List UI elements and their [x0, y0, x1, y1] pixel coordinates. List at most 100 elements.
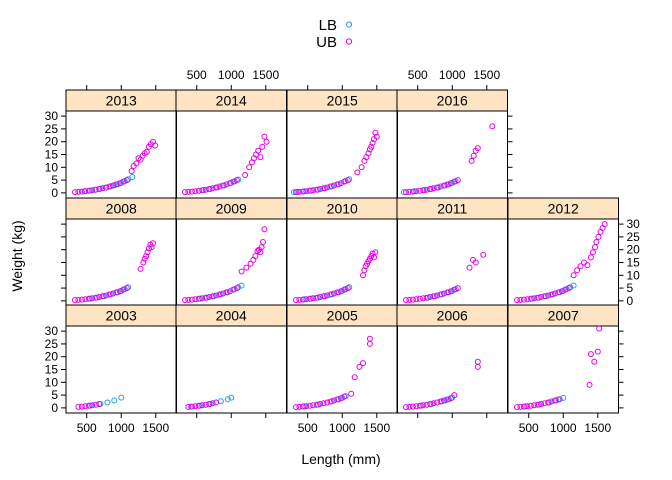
- point-ub-2015: [303, 188, 310, 195]
- point-ub-2013: [113, 181, 120, 188]
- strip-label-2003: 2003: [106, 308, 137, 324]
- point-ub-2012: [558, 288, 565, 295]
- point-ub-2014: [263, 138, 270, 145]
- point-ub-2014: [246, 164, 253, 171]
- point-ub-2014: [261, 133, 268, 140]
- point-ub-2004: [206, 401, 213, 407]
- point-ub-2007: [555, 396, 562, 403]
- point-ub-2011: [420, 295, 427, 302]
- point-lb-2013: [129, 174, 136, 180]
- point-ub-2006: [406, 403, 413, 410]
- x-tick-label: 1500: [252, 68, 279, 82]
- point-ub-2006: [413, 403, 420, 410]
- point-ub-2015: [334, 181, 341, 188]
- legend-marker-lb: [345, 21, 353, 28]
- strip-label-2011: 2011: [437, 201, 467, 217]
- point-ub-2011: [427, 294, 434, 300]
- y-tick-label: 20: [45, 350, 59, 364]
- point-lb-2012: [570, 282, 577, 289]
- x-tick-label: 1000: [218, 68, 245, 82]
- point-ub-2010: [372, 249, 379, 256]
- y-axis-title: Weight (kg): [9, 220, 25, 291]
- point-ub-2010: [310, 295, 317, 302]
- point-ub-2014: [233, 177, 240, 184]
- point-ub-2015: [369, 140, 376, 146]
- point-ub-2012: [570, 272, 577, 279]
- strip-label-2007: 2007: [548, 308, 579, 324]
- point-ub-2009: [230, 286, 237, 293]
- point-ub-2011: [441, 290, 447, 297]
- point-ub-2009: [192, 296, 199, 303]
- point-ub-2009: [233, 285, 240, 292]
- panel-2015: 2015: [286, 89, 398, 199]
- point-ub-2014: [199, 187, 206, 194]
- point-ub-2011: [437, 291, 444, 298]
- point-ub-2014: [209, 185, 216, 192]
- panel-2010: 2010: [286, 197, 398, 307]
- point-ub-2015: [299, 188, 306, 195]
- y-tick-label: 15: [45, 363, 59, 377]
- point-ub-2011: [472, 259, 479, 266]
- point-ub-2008: [106, 291, 113, 298]
- point-ub-2005: [366, 335, 373, 342]
- panel-2011: 2011: [396, 197, 508, 307]
- point-ub-2007: [587, 351, 594, 358]
- point-ub-2008: [110, 290, 116, 297]
- point-ub-2016: [451, 178, 458, 185]
- point-ub-2004: [202, 401, 209, 408]
- point-ub-2015: [358, 164, 365, 171]
- point-ub-2016: [437, 183, 444, 190]
- y-tick-label: 25: [45, 122, 59, 136]
- strip-label-2010: 2010: [327, 201, 358, 217]
- point-ub-2011: [480, 251, 487, 258]
- point-ub-2009: [206, 294, 213, 300]
- point-ub-2011: [409, 296, 416, 303]
- y-tick-label: 30: [627, 217, 641, 231]
- point-ub-2016: [470, 152, 477, 159]
- point-ub-2014: [195, 187, 202, 194]
- point-ub-2008: [99, 293, 106, 300]
- point-ub-2013: [143, 148, 150, 155]
- point-ub-2004: [188, 403, 195, 410]
- point-ub-2014: [223, 181, 230, 188]
- point-lb-2003: [111, 397, 118, 404]
- point-ub-2015: [320, 185, 327, 192]
- point-ub-2009: [202, 294, 209, 301]
- point-lb-2003: [118, 394, 125, 401]
- point-ub-2006: [474, 363, 481, 370]
- point-ub-2009: [220, 290, 226, 297]
- point-ub-2015: [331, 182, 337, 189]
- point-ub-2015: [354, 169, 361, 176]
- point-ub-2014: [182, 189, 188, 196]
- point-ub-2015: [317, 186, 324, 192]
- point-ub-2008: [148, 244, 155, 251]
- point-ub-2005: [334, 396, 341, 403]
- point-ub-2013: [110, 182, 116, 189]
- point-ub-2005: [348, 390, 355, 397]
- y-tick-label: 15: [45, 148, 59, 162]
- point-ub-2016: [413, 188, 420, 195]
- point-ub-2009: [252, 253, 259, 260]
- point-ub-2004: [192, 403, 199, 410]
- panel-2009: 2009: [175, 197, 287, 307]
- point-ub-2012: [541, 293, 548, 300]
- legend: LB UB: [316, 17, 353, 51]
- point-ub-2010: [299, 296, 306, 303]
- y-tick-label: 5: [51, 388, 58, 402]
- point-ub-2006: [434, 399, 441, 406]
- point-ub-2007: [591, 358, 598, 365]
- point-ub-2005: [317, 401, 324, 407]
- point-ub-2008: [123, 285, 130, 292]
- point-ub-2008: [103, 292, 110, 299]
- point-ub-2006: [420, 402, 427, 409]
- point-ub-2012: [587, 254, 594, 261]
- point-ub-2009: [223, 289, 230, 296]
- point-ub-2005: [313, 401, 320, 408]
- point-lb-2004: [224, 396, 231, 403]
- point-ub-2016: [427, 186, 434, 192]
- point-ub-2013: [75, 188, 82, 195]
- point-ub-2014: [257, 154, 264, 161]
- point-ub-2016: [441, 182, 447, 189]
- point-ub-2011: [430, 293, 437, 300]
- point-ub-2016: [416, 187, 423, 194]
